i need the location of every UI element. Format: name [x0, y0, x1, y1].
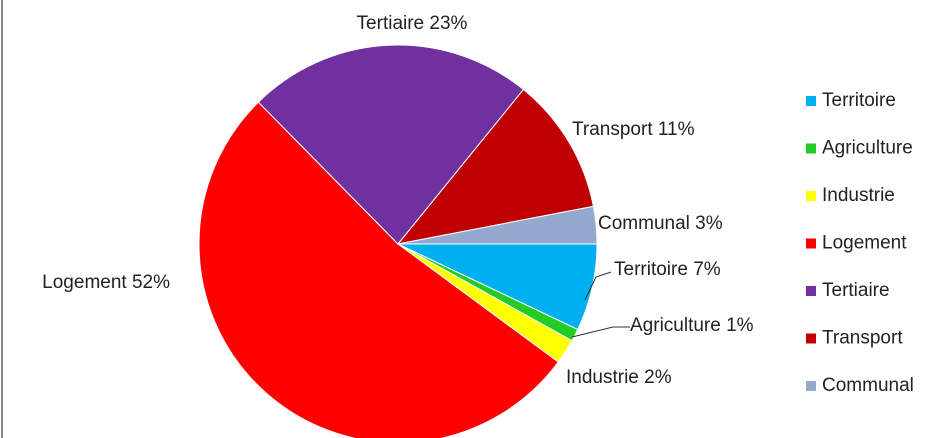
legend-label: Transport — [822, 328, 903, 349]
legend-swatch — [806, 191, 816, 201]
slice-label-value: 3% — [695, 213, 723, 234]
slice-label: Industrie 2% — [566, 367, 672, 388]
legend-swatch — [806, 333, 816, 344]
slice-label: Transport 11% — [572, 119, 695, 140]
legend-label: Agriculture — [822, 138, 913, 159]
slice-label: Tertiaire 23% — [357, 13, 468, 34]
slice-label-name: Agriculture — [630, 315, 721, 336]
slice-label-value: 52% — [132, 272, 170, 293]
legend-swatch — [806, 96, 816, 106]
leader-line — [571, 326, 630, 338]
leader-line — [584, 271, 612, 301]
slice-label-value: 1% — [726, 315, 754, 336]
slice-label: Logement 52% — [42, 272, 170, 293]
legend-label: Logement — [822, 233, 907, 254]
slice-label-name: Transport — [572, 119, 653, 140]
legend-swatch — [806, 286, 816, 296]
slice-label-value: 2% — [644, 367, 672, 388]
legend-label: Industrie — [822, 185, 895, 206]
legend-swatch — [806, 381, 816, 391]
slice-label: Communal 3% — [598, 213, 723, 234]
slice-label-name: Logement — [42, 272, 127, 293]
pie-slice — [257, 44, 525, 245]
legend-label: Communal — [822, 375, 914, 396]
slice-label-name: Industrie — [566, 367, 639, 388]
slice-label-value: 11% — [658, 119, 695, 140]
slice-label-value: 7% — [693, 259, 721, 280]
legend-label: Territoire — [822, 90, 896, 111]
slice-label-name: Tertiaire — [357, 13, 425, 34]
pie — [198, 44, 598, 438]
legend-label: Tertiaire — [822, 280, 890, 301]
slice-label-name: Territoire — [614, 259, 688, 280]
slice-label-value: 23% — [429, 13, 467, 34]
legend-swatch — [806, 238, 816, 249]
legend-swatch — [806, 143, 816, 154]
pie-slice — [198, 101, 559, 438]
pie-slice — [397, 205, 598, 245]
slice-label: Territoire 7% — [614, 259, 721, 280]
slice-label-name: Communal — [598, 213, 690, 234]
slice-label: Agriculture 1% — [630, 315, 754, 336]
pie-slice — [396, 88, 594, 245]
